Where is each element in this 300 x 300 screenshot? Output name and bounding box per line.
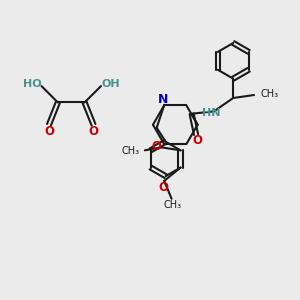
Text: CH₃: CH₃	[122, 146, 140, 156]
Text: CH₃: CH₃	[261, 89, 279, 99]
Text: HN: HN	[202, 108, 221, 118]
Text: O: O	[152, 140, 162, 153]
Text: N: N	[158, 93, 168, 106]
Text: HO: HO	[23, 79, 41, 89]
Text: O: O	[159, 181, 169, 194]
Text: OH: OH	[101, 79, 120, 89]
Text: O: O	[88, 125, 98, 138]
Text: O: O	[193, 134, 202, 147]
Text: CH₃: CH₃	[163, 200, 181, 210]
Text: O: O	[44, 125, 54, 138]
